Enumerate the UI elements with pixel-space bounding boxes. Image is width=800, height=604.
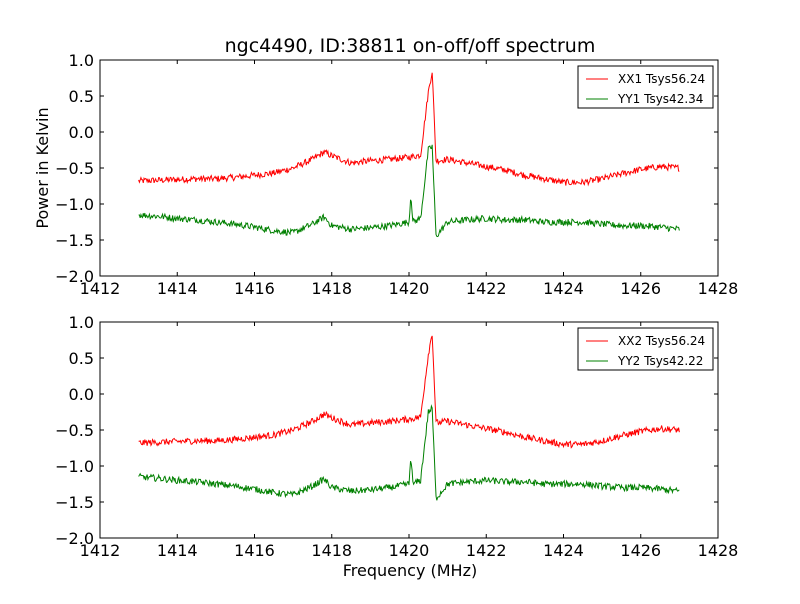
y-tick-label: 0.5: [69, 87, 94, 106]
y-tick-label: −2.0: [55, 267, 94, 286]
y-tick-label: −0.5: [55, 159, 94, 178]
legend: XX2 Tsys56.24 YY2 Tsys42.22: [577, 327, 714, 371]
y-tick-label: −0.5: [55, 421, 94, 440]
chart-title: ngc4490, ID:38811 on-off/off spectrum: [225, 35, 596, 57]
series-line-1: [138, 335, 680, 449]
x-tick-label: 1422: [466, 541, 507, 560]
series-line-1: [138, 72, 680, 187]
y-axis-label: Power in Kelvin: [33, 107, 52, 228]
y-tick-label: −2.0: [55, 529, 94, 548]
x-axis-label: Frequency (MHz): [343, 561, 477, 580]
series-line-2: [138, 404, 680, 501]
legend-label: YY1 Tsys42.34: [617, 92, 703, 106]
legend-label: XX2 Tsys56.24: [618, 334, 705, 348]
x-tick-label: 1412: [80, 541, 121, 560]
x-tick-label: 1424: [543, 279, 584, 298]
x-tick-label: 1426: [620, 279, 661, 298]
legend-box: [577, 65, 714, 109]
x-tick-label: 1416: [234, 279, 275, 298]
y-tick-label: 1.0: [69, 51, 94, 70]
x-tick-label: 1422: [466, 279, 507, 298]
legend-label: XX1 Tsys56.24: [618, 72, 705, 86]
x-tick-label: 1428: [698, 541, 739, 560]
y-tick-label: −1.0: [55, 457, 94, 476]
x-tick-label: 1414: [157, 541, 198, 560]
x-tick-label: 1420: [389, 279, 430, 298]
series-line-2: [138, 144, 680, 238]
y-tick-label: 0.0: [69, 385, 94, 404]
x-tick-label: 1418: [311, 279, 352, 298]
y-tick-label: 0.5: [69, 349, 94, 368]
y-tick-label: 1.0: [69, 313, 94, 332]
x-tick-label: 1428: [698, 279, 739, 298]
x-tick-label: 1418: [311, 541, 352, 560]
subplot-1: 1412 1414 1416 1418 1420 1422 1424 1426 1428 1.0 0…: [55, 51, 738, 298]
x-tick-label: 1420: [389, 541, 430, 560]
x-tick-label: 1414: [157, 279, 198, 298]
subplot-2: 1412 1414 1416 1418 1420 1422 1424 1426 1428 1.0 0…: [55, 313, 738, 560]
x-tick-label: 1426: [620, 541, 661, 560]
x-tick-label: 1412: [80, 279, 121, 298]
x-tick-label: 1424: [543, 541, 584, 560]
y-tick-label: 0.0: [69, 123, 94, 142]
y-tick-label: −1.5: [55, 231, 94, 250]
x-tick-label: 1416: [234, 541, 275, 560]
legend-label: YY2 Tsys42.22: [617, 354, 703, 368]
y-tick-label: −1.0: [55, 195, 94, 214]
y-tick-label: −1.5: [55, 493, 94, 512]
legend: XX1 Tsys56.24 YY1 Tsys42.34: [577, 65, 714, 109]
legend-box: [577, 327, 714, 371]
